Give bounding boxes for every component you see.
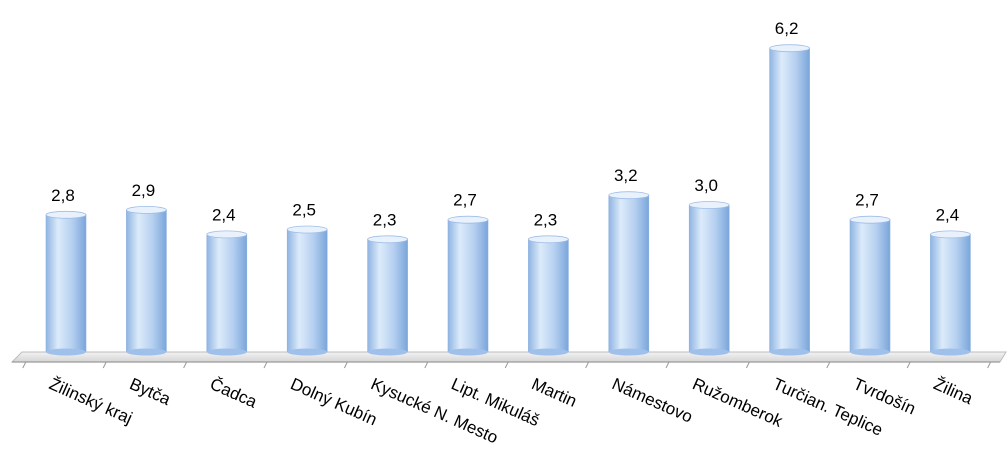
category-label: Ružomberok — [690, 374, 786, 431]
x-axis-tick — [263, 361, 268, 369]
bar-body — [528, 239, 569, 353]
bar — [125, 205, 167, 356]
bar-cap — [45, 210, 87, 219]
bar-body — [126, 209, 167, 353]
bar — [367, 235, 409, 356]
bars — [45, 44, 971, 356]
bar — [45, 210, 87, 356]
bar-cap — [125, 205, 167, 214]
x-axis-tick — [826, 361, 831, 369]
bar — [206, 230, 248, 356]
x-axis-tick — [585, 361, 590, 369]
bar-body — [286, 229, 328, 353]
x-axis-tick — [745, 361, 750, 369]
bar-base — [206, 348, 247, 356]
bar-base — [528, 348, 569, 356]
x-axis-tick — [504, 361, 509, 369]
bar-body — [769, 47, 810, 353]
category-label: Žilina — [931, 374, 976, 408]
bar-base — [126, 348, 167, 356]
bar-cap — [608, 191, 650, 200]
category-label: Bytča — [127, 374, 174, 409]
bar-cap — [367, 235, 409, 244]
bar-cap — [769, 44, 810, 53]
data-label: 2,4 — [936, 205, 960, 224]
data-label: 2,9 — [132, 181, 156, 200]
bar-base — [608, 348, 649, 356]
x-axis-tick — [183, 361, 188, 369]
x-axis-tick — [665, 361, 670, 369]
data-label: 2,5 — [292, 201, 316, 220]
bar-body — [688, 204, 730, 353]
data-label: 2,4 — [212, 205, 236, 224]
bar-cap — [849, 215, 891, 224]
bar — [447, 215, 489, 356]
bar-base — [46, 348, 86, 356]
bar-cap — [286, 225, 328, 234]
bar-body — [367, 239, 408, 353]
bar-cap — [447, 215, 489, 224]
x-axis-tick — [424, 361, 429, 369]
bar — [849, 215, 891, 356]
bar-cap — [528, 235, 569, 244]
bar-body — [849, 219, 891, 353]
x-axis-tick — [343, 361, 348, 369]
bar-base — [689, 348, 730, 356]
chart-floor — [10, 351, 1007, 369]
bar — [608, 191, 650, 356]
bar-base — [930, 348, 971, 356]
data-label: 2,3 — [534, 210, 558, 229]
bar-body — [206, 234, 248, 353]
category-label: Čadca — [207, 374, 260, 412]
bar — [930, 230, 971, 356]
bar-base — [448, 348, 488, 356]
data-label: 2,8 — [51, 186, 75, 205]
bar-cap — [930, 230, 971, 239]
x-axis-tick — [102, 361, 107, 369]
bar-cap — [688, 201, 730, 209]
bar-base — [769, 348, 810, 356]
bar-body — [930, 234, 971, 353]
data-label: 2,7 — [855, 191, 879, 210]
category-label: Námestovo — [609, 374, 695, 426]
category-label: Žilinský kraj — [46, 374, 135, 427]
bar-body — [45, 214, 87, 353]
bar-body — [447, 219, 489, 353]
bar — [528, 235, 569, 356]
bar-cap — [206, 230, 248, 239]
x-axis-tick — [22, 361, 27, 369]
bar — [286, 225, 328, 356]
data-label: 3,0 — [694, 176, 718, 195]
data-label: 2,3 — [373, 210, 397, 229]
bar-body — [608, 194, 650, 353]
bar-base — [287, 348, 328, 356]
data-label: 2,7 — [453, 191, 477, 210]
bar-base — [367, 348, 408, 356]
value-labels: 2,8 2,9 2,4 2,5 2,3 2,7 2,3 3,2 3,0 6,2 2,7 2,4 — [51, 19, 959, 229]
bar — [688, 201, 730, 356]
data-label: 3,2 — [614, 166, 638, 185]
x-axis-tick — [987, 361, 992, 369]
bar — [769, 44, 810, 356]
x-axis-tick — [906, 361, 911, 369]
category-label: Dolný Kubín — [288, 374, 380, 429]
category-label: Martin — [529, 374, 580, 411]
data-label: 6,2 — [775, 19, 799, 38]
bar-base — [850, 348, 890, 356]
